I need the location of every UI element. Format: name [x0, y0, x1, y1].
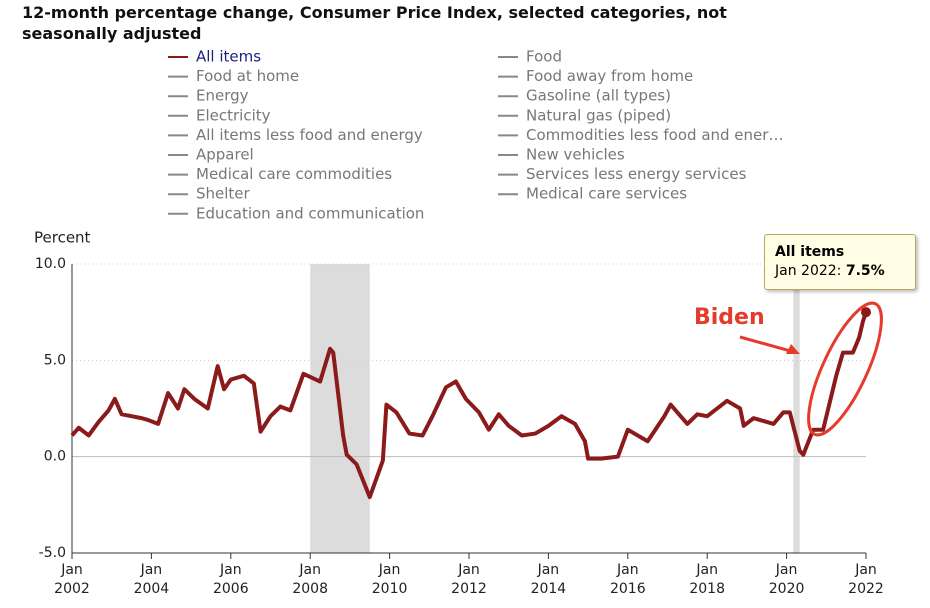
x-tick-label: Jan 2016 — [609, 562, 646, 597]
annotation-arrow — [739, 335, 795, 354]
arrow-head — [786, 344, 800, 354]
x-tick-label: Jan 2012 — [451, 562, 487, 597]
x-tick-label: Jan 2006 — [212, 562, 249, 597]
legend-label: Natural gas (piped) — [526, 106, 671, 124]
legend-label: Services less energy services — [526, 165, 747, 183]
legend-label: Medical care services — [526, 185, 687, 203]
y-tick-label: 0.0 — [44, 449, 66, 465]
y-axis-label: Percent — [34, 229, 91, 247]
tooltip-title: All items — [775, 244, 845, 260]
y-tick-label: 10.0 — [35, 256, 66, 272]
tooltip: All items Jan 2022: 7.5% — [764, 234, 916, 290]
legend-label: Food — [526, 48, 562, 66]
x-tick-label: Jan 2010 — [371, 562, 408, 597]
legend-label: Medical care commodities — [196, 165, 392, 183]
legend-label: All items less food and energy — [196, 126, 423, 144]
highlight-ellipse — [807, 301, 883, 437]
tooltip-body: Jan 2022: 7.5% — [775, 262, 915, 281]
legend-label: Apparel — [196, 146, 254, 164]
legend-label: Electricity — [196, 106, 271, 124]
recession-band — [793, 264, 800, 553]
legend-label: Gasoline (all types) — [526, 87, 671, 105]
tooltip-date: Jan 2022: — [775, 263, 842, 279]
annotation: Biden — [694, 305, 765, 330]
x-tick-label: Jan 2008 — [292, 562, 328, 597]
legend-label: New vehicles — [526, 146, 625, 164]
x-tick-label: Jan 2022 — [848, 562, 884, 597]
end-marker — [861, 307, 871, 318]
legend-label: Shelter — [196, 185, 251, 203]
x-tick-label: Jan 2020 — [768, 562, 805, 597]
data-line — [70, 311, 868, 500]
x-tick-label: Jan 2014 — [530, 562, 567, 597]
legend-label: Energy — [196, 87, 249, 105]
legend-label: Education and communication — [196, 204, 424, 222]
chart-title: 12-month percentage change, Consumer Pri… — [22, 3, 727, 43]
x-tick-label: Jan 2018 — [689, 562, 725, 597]
legend-label: All items — [196, 48, 261, 66]
legend-label: Food at home — [196, 67, 299, 85]
y-tick-label: -5.0 — [39, 545, 66, 561]
legend-label: Commodities less food and ener… — [526, 126, 783, 144]
x-tick-label: Jan 2004 — [133, 562, 170, 597]
x-tick-label: Jan 2002 — [54, 562, 90, 597]
tooltip-value: 7.5% — [845, 263, 885, 279]
y-tick-label: 5.0 — [44, 352, 66, 368]
legend-label: Food away from home — [526, 67, 693, 85]
